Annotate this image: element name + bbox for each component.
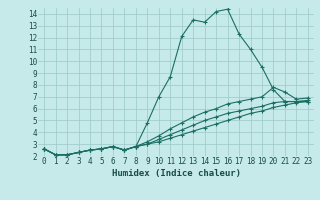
X-axis label: Humidex (Indice chaleur): Humidex (Indice chaleur) xyxy=(111,169,241,178)
